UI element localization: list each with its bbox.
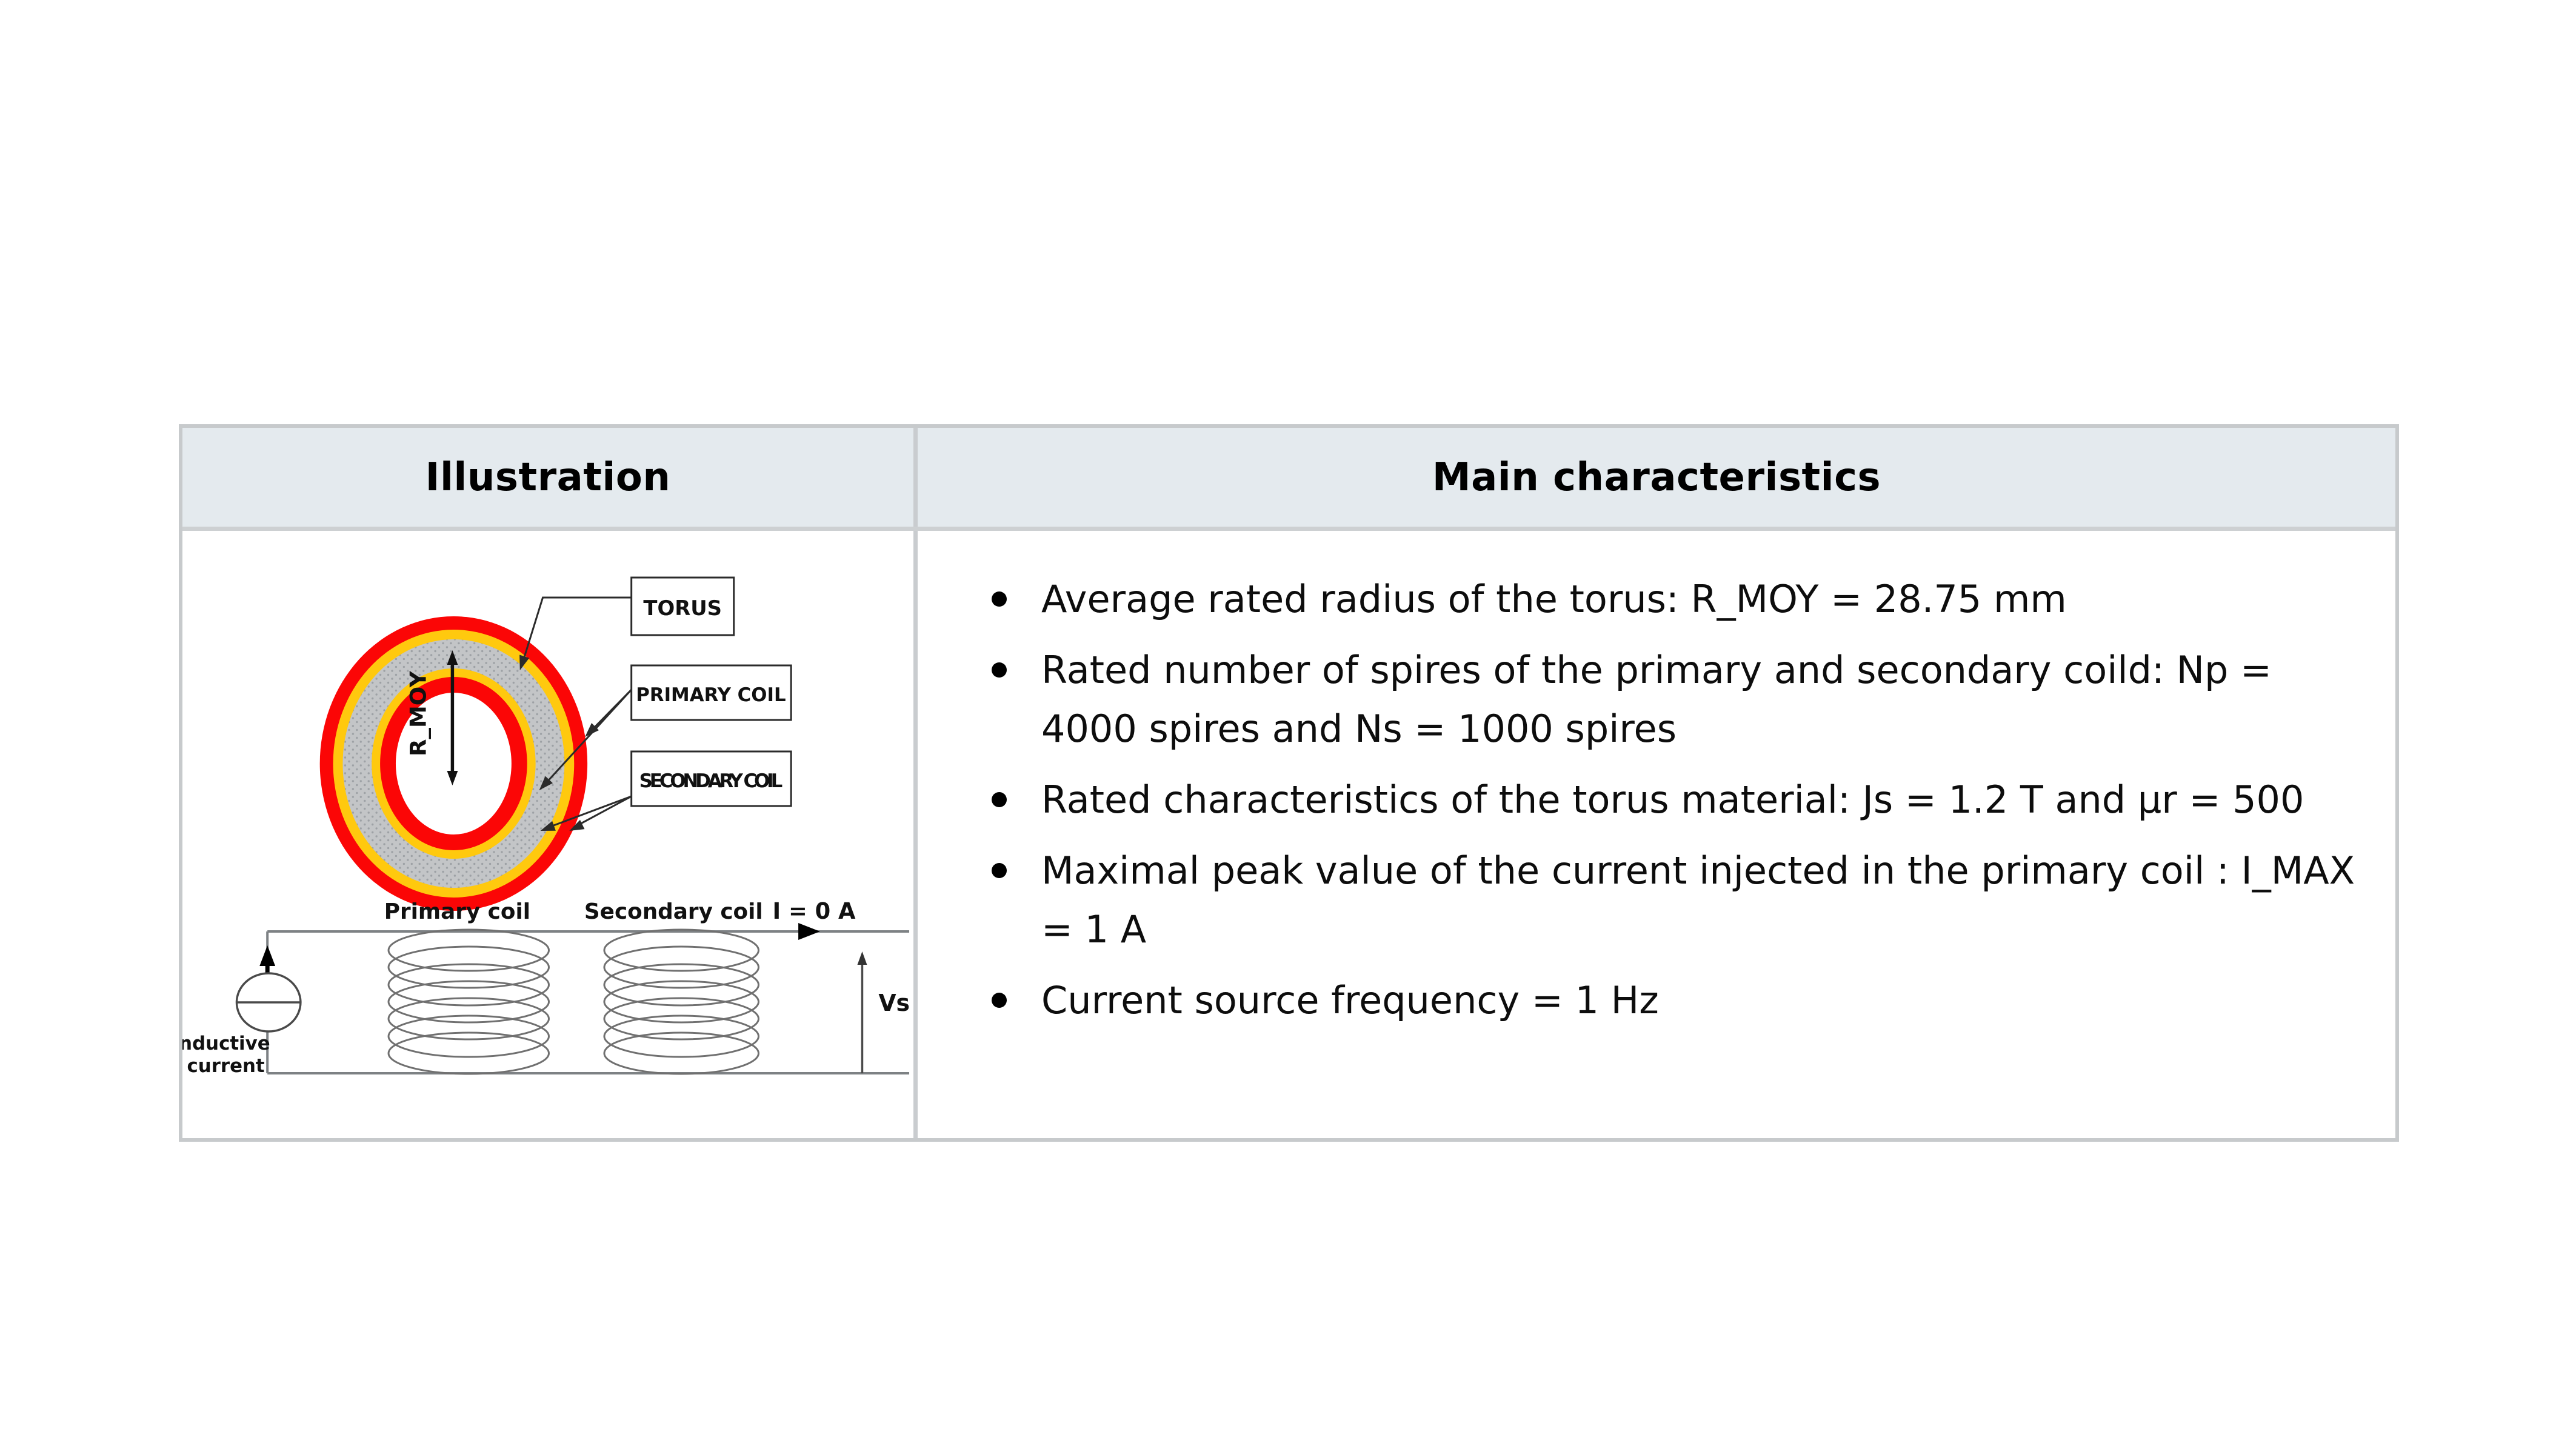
torus-arrowhead-icon bbox=[519, 655, 530, 670]
circuit-secondary-coil-label: Secondary coil bbox=[584, 899, 763, 924]
header-main-characteristics: Main characteristics bbox=[1432, 455, 1881, 500]
bullet-item: Current source frequency = 1 Hz bbox=[988, 971, 2371, 1030]
illustration-figure: R_MOY TORUS PRIMARY COIL bbox=[182, 576, 910, 1077]
secondary-coil-windings bbox=[603, 928, 759, 1075]
r-moy-label: R_MOY bbox=[405, 670, 432, 756]
current-value-label: I = 0 A bbox=[772, 898, 855, 924]
secondary-coil-callout: SECONDARY COIL bbox=[540, 750, 792, 831]
vs-label: Vs bbox=[878, 990, 910, 1016]
current-direction-arrowhead-icon bbox=[798, 923, 820, 940]
secondary-coil-callout-label: SECONDARY COIL bbox=[639, 770, 783, 792]
main-characteristics-cell: Average rated radius of the torus: R_MOY… bbox=[918, 531, 2395, 1138]
torus-callout-label: TORUS bbox=[643, 596, 722, 620]
illustration-cell: R_MOY TORUS PRIMARY COIL bbox=[182, 531, 918, 1138]
bullet-item: Rated number of spires of the primary an… bbox=[988, 641, 2371, 758]
vs-arrow: Vs bbox=[857, 951, 910, 1073]
characteristics-table: Illustration Main characteristics bbox=[179, 424, 2399, 1142]
circuit-diagram: Primary coil Secondary coil I = 0 A Indu… bbox=[182, 898, 910, 1077]
secondary-arrowhead2-icon bbox=[569, 819, 585, 831]
primary-arrowhead-icon bbox=[585, 723, 599, 737]
bullet-item: Maximal peak value of the current inject… bbox=[988, 841, 2371, 959]
source-arrowhead-icon bbox=[259, 945, 276, 966]
inductive-current-label-line2: current bbox=[187, 1055, 264, 1077]
torus-diagram: R_MOY TORUS PRIMARY COIL bbox=[319, 576, 792, 911]
vs-arrowhead-icon bbox=[857, 951, 867, 965]
table-header-row: Illustration Main characteristics bbox=[182, 428, 2395, 531]
circuit-primary-coil-label: Primary coil bbox=[384, 899, 530, 924]
bullet-item: Rated characteristics of the torus mater… bbox=[988, 770, 2371, 829]
torus-callout: TORUS bbox=[519, 576, 735, 670]
characteristics-list: Average rated radius of the torus: R_MOY… bbox=[988, 570, 2371, 1030]
primary-coil-callout-label: PRIMARY COIL bbox=[636, 684, 786, 706]
primary-coil-callout: PRIMARY COIL bbox=[539, 664, 792, 790]
primary-coil-windings bbox=[387, 928, 550, 1075]
inductive-current-label-line1: Inductive bbox=[182, 1033, 270, 1054]
primary-arrowhead2-icon bbox=[539, 776, 553, 790]
bullet-item: Average rated radius of the torus: R_MOY… bbox=[988, 570, 2371, 628]
header-illustration: Illustration bbox=[182, 428, 918, 527]
table-body-row: R_MOY TORUS PRIMARY COIL bbox=[182, 531, 2395, 1138]
secondary-arrowhead-icon bbox=[540, 821, 556, 831]
r-moy-arrow: R_MOY bbox=[405, 650, 458, 785]
